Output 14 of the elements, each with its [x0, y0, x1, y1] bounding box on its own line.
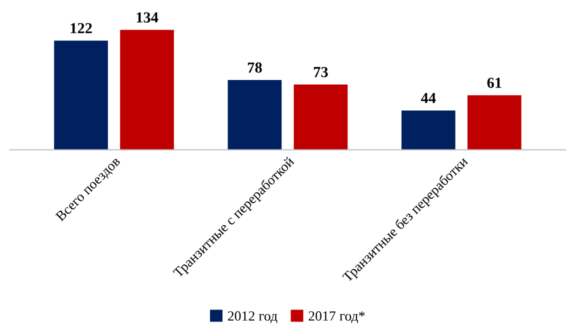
bar: [467, 95, 522, 150]
data-label: 78: [248, 62, 262, 73]
bar: [401, 110, 456, 150]
data-label: 44: [420, 92, 436, 104]
data-label: 73: [314, 66, 328, 78]
bar: [54, 40, 108, 150]
data-label: 122: [70, 23, 92, 34]
legend-label: 2017 год*: [308, 311, 365, 324]
data-label: 134: [136, 12, 158, 23]
legend-label: 2012 год: [228, 311, 278, 324]
bar: [294, 84, 348, 150]
bar: [228, 80, 282, 150]
bar: [120, 30, 174, 150]
data-label: 61: [487, 78, 502, 88]
